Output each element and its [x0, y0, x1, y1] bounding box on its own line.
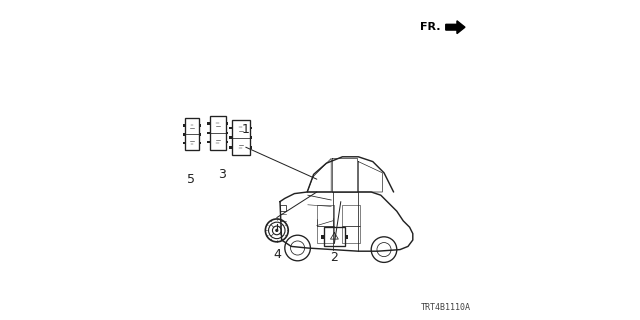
Bar [182, 142, 185, 144]
Text: 2: 2 [330, 251, 339, 264]
Bar [226, 141, 228, 143]
Text: TRT4B1110A: TRT4B1110A [420, 303, 470, 312]
Bar [185, 118, 199, 150]
Bar [317, 226, 335, 243]
Bar [226, 122, 228, 124]
Circle shape [276, 229, 278, 231]
Bar [317, 205, 335, 226]
Bar [250, 146, 253, 149]
Bar [230, 146, 232, 149]
Bar [199, 133, 202, 135]
Bar [182, 133, 185, 135]
Bar [323, 227, 346, 246]
Bar [199, 124, 202, 126]
Bar [342, 205, 360, 226]
Text: 4: 4 [274, 248, 282, 261]
Bar [321, 235, 323, 239]
Bar [232, 120, 250, 155]
Text: FR.: FR. [420, 22, 441, 32]
Bar [280, 205, 285, 211]
Bar [207, 141, 210, 143]
Bar [342, 226, 360, 243]
Bar [199, 142, 202, 144]
Text: 1: 1 [242, 123, 250, 136]
Bar [226, 132, 228, 134]
Bar [250, 136, 253, 139]
Bar [207, 132, 210, 134]
Bar [250, 126, 253, 129]
Bar [230, 126, 232, 129]
FancyArrow shape [445, 21, 465, 34]
Text: 5: 5 [188, 173, 195, 186]
Bar [210, 116, 226, 150]
Bar [207, 122, 210, 124]
Bar [230, 136, 232, 139]
Text: 3: 3 [218, 168, 227, 181]
Bar [182, 124, 185, 126]
Bar [346, 235, 348, 239]
